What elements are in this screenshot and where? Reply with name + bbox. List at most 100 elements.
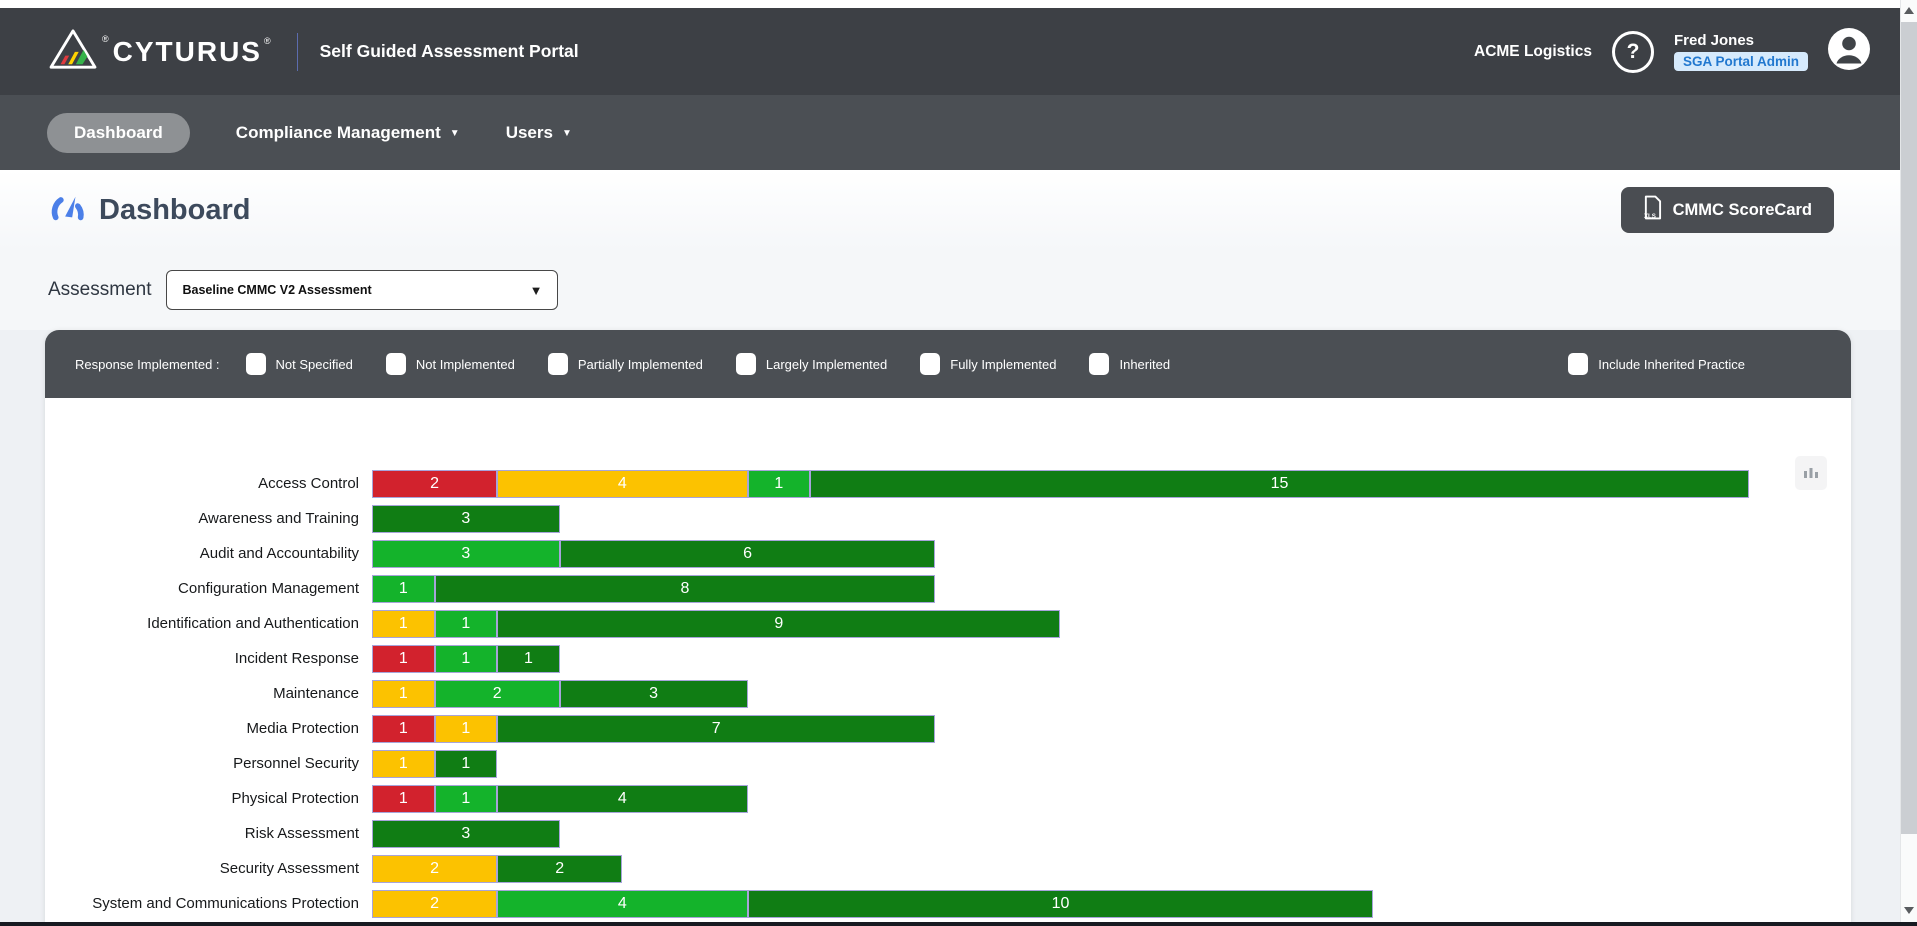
chart-bar-segment[interactable]: 1 bbox=[372, 680, 435, 708]
checkbox-unchecked[interactable] bbox=[735, 353, 756, 375]
chart-bar-segment[interactable]: 1 bbox=[372, 785, 435, 813]
chart-category-label: Configuration Management bbox=[178, 580, 359, 597]
chart-bar-segment[interactable]: 7 bbox=[497, 715, 936, 743]
filter-option-label: Partially Implemented bbox=[577, 356, 703, 372]
chart-row: Media Protection 1 1 7 bbox=[45, 715, 1851, 743]
chart-bar-segment[interactable]: 1 bbox=[434, 715, 498, 743]
chart-bar-segment[interactable]: 1 bbox=[434, 645, 498, 673]
filter-option-include-inherited-practice[interactable]: Include Inherited Practice bbox=[1568, 353, 1745, 375]
chart-bar-segment[interactable]: 1 bbox=[372, 715, 435, 743]
chart-row: Audit and Accountability 3 6 bbox=[45, 540, 1851, 568]
assessment-label: Assessment bbox=[48, 279, 152, 300]
chart-category-label: Access Control bbox=[258, 475, 359, 492]
checkbox-unchecked[interactable] bbox=[385, 353, 406, 375]
company-name: ACME Logistics bbox=[1474, 42, 1592, 60]
checkbox-unchecked[interactable] bbox=[1568, 353, 1589, 375]
cmmc-scorecard-button[interactable]: XLS CMMC ScoreCard bbox=[1620, 187, 1834, 233]
filter-option-partially-implemented[interactable]: Partially Implemented bbox=[547, 353, 703, 375]
avatar[interactable] bbox=[1828, 28, 1870, 75]
chart-bar-segment[interactable]: 10 bbox=[747, 890, 1374, 918]
nav-item-users[interactable]: Users ▼ bbox=[506, 123, 572, 143]
chart-bar: 3 bbox=[372, 820, 1749, 848]
chart-bar-segment[interactable]: 3 bbox=[372, 540, 560, 568]
chart-bar-segment[interactable]: 1 bbox=[434, 785, 498, 813]
filter-option-not-specified[interactable]: Not Specified bbox=[245, 353, 353, 375]
filter-option-label: Inherited bbox=[1119, 356, 1171, 372]
chart-bar-segment[interactable]: 1 bbox=[372, 645, 435, 673]
chart-bar-segment[interactable]: 1 bbox=[372, 575, 435, 603]
chart-bar-segment[interactable]: 4 bbox=[497, 890, 748, 918]
registered-mark: ® bbox=[263, 35, 271, 46]
app-header: ® CYTURUS ® Self Guided Assessment Porta… bbox=[0, 8, 1900, 95]
scrollbar-thumb[interactable] bbox=[1901, 22, 1917, 834]
xls-document-icon: XLS bbox=[1643, 195, 1662, 225]
chart-bar-segment[interactable]: 6 bbox=[559, 540, 936, 568]
chart-row: Maintenance 1 2 3 bbox=[45, 680, 1851, 708]
scroll-up-arrow-icon[interactable] bbox=[1904, 7, 1914, 14]
chart-row: Risk Assessment 3 bbox=[45, 820, 1851, 848]
chart-bar-segment[interactable]: 2 bbox=[372, 890, 498, 918]
checkbox-unchecked[interactable] bbox=[920, 353, 941, 375]
chart-category-label: Audit and Accountability bbox=[199, 545, 359, 562]
vertical-scrollbar[interactable] bbox=[1900, 0, 1917, 926]
chart-bar-segment[interactable]: 3 bbox=[372, 820, 560, 848]
question-mark-glyph: ? bbox=[1626, 39, 1640, 63]
chart-card: Response Implemented : Not Specified Not … bbox=[45, 330, 1851, 926]
chart-bar: 3 bbox=[372, 505, 1749, 533]
chart-bar-segment[interactable]: 15 bbox=[810, 470, 1749, 498]
filter-option-largely-implemented[interactable]: Largely Implemented bbox=[735, 353, 888, 375]
cyturus-triangle-logo-icon bbox=[48, 28, 98, 75]
filter-option-inherited[interactable]: Inherited bbox=[1089, 353, 1170, 375]
chart-bar-segment[interactable]: 1 bbox=[434, 610, 498, 638]
chart-category-label: Awareness and Training bbox=[198, 510, 359, 527]
chart-row: System and Communications Protection 2 4 10 bbox=[45, 890, 1851, 918]
chart-row: Access Control 2 4 1 15 bbox=[45, 470, 1851, 498]
filter-checkbox-list: Not Specified Not Implemented Partially Im… bbox=[245, 353, 1204, 375]
checkbox-unchecked[interactable] bbox=[547, 353, 568, 375]
chart-bar: 2 4 1 15 bbox=[372, 470, 1749, 498]
filter-option-label: Not Specified bbox=[275, 356, 353, 372]
nav-item-dashboard[interactable]: Dashboard bbox=[47, 112, 190, 153]
chart-bar-segment[interactable]: 4 bbox=[497, 470, 748, 498]
chart-bar-segment[interactable]: 4 bbox=[497, 785, 748, 813]
portal-title: Self Guided Assessment Portal bbox=[319, 41, 579, 61]
checkbox-unchecked[interactable] bbox=[245, 353, 266, 375]
chart-options-menu-button[interactable] bbox=[1795, 456, 1827, 490]
filter-option-fully-implemented[interactable]: Fully Implemented bbox=[920, 353, 1056, 375]
chart-bar-segment[interactable]: 3 bbox=[372, 505, 560, 533]
chart-bar-segment[interactable]: 1 bbox=[434, 750, 498, 778]
chart-category-label: Physical Protection bbox=[231, 790, 359, 807]
page-header: Dashboard XLS CMMC ScoreCard bbox=[0, 170, 1900, 250]
filter-option-not-implemented[interactable]: Not Implemented bbox=[385, 353, 515, 375]
nav-item-label: Users bbox=[505, 122, 553, 142]
filter-option-label: Include Inherited Practice bbox=[1598, 356, 1745, 372]
brand-logo[interactable]: ® CYTURUS ® bbox=[48, 28, 271, 75]
chart-menu-icon bbox=[1804, 467, 1818, 478]
response-filter-bar: Response Implemented : Not Specified Not … bbox=[45, 330, 1851, 398]
assessment-selected-value: Baseline CMMC V2 Assessment bbox=[182, 283, 372, 297]
chart-bar-segment[interactable]: 1 bbox=[747, 470, 811, 498]
chart-bar-segment[interactable]: 3 bbox=[559, 680, 748, 708]
chart-bar-segment[interactable]: 2 bbox=[434, 680, 560, 708]
scroll-down-arrow-icon[interactable] bbox=[1904, 907, 1914, 914]
help-icon[interactable]: ? bbox=[1611, 30, 1654, 73]
chart-bar-segment[interactable]: 2 bbox=[372, 855, 498, 883]
assessment-select[interactable]: Baseline CMMC V2 Assessment ▼ bbox=[166, 270, 559, 310]
chart-bar-segment[interactable]: 2 bbox=[372, 470, 498, 498]
chart-bar-segment[interactable]: 2 bbox=[497, 855, 623, 883]
chart-bar-segment[interactable]: 1 bbox=[372, 750, 435, 778]
checkbox-unchecked[interactable] bbox=[1089, 353, 1110, 375]
chart-bar-segment[interactable]: 9 bbox=[497, 610, 1061, 638]
chart-bar-segment[interactable]: 1 bbox=[497, 645, 560, 673]
chart-category-label: Risk Assessment bbox=[244, 825, 359, 842]
nav-item-compliance-management[interactable]: Compliance Management ▼ bbox=[236, 123, 460, 143]
chart-bar-segment[interactable]: 1 bbox=[372, 610, 435, 638]
chart-bar-segment[interactable]: 8 bbox=[434, 575, 936, 603]
filter-option-label: Largely Implemented bbox=[765, 356, 888, 372]
